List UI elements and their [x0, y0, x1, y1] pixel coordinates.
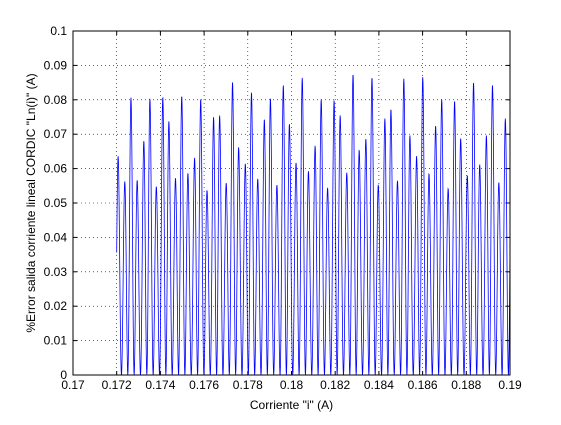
x-tick-label: 0.172	[102, 378, 132, 392]
x-tick-label: 0.174	[145, 378, 175, 392]
x-tick-label: 0.17	[61, 378, 85, 392]
error-series-line	[116, 74, 511, 377]
y-tick-label: 0.07	[44, 127, 68, 141]
plot-frame	[72, 30, 511, 376]
y-axis-ticks: 0 0.01 0.02 0.03 0.04 0.05 0.06 0.07 0.08 0.09 0.1	[44, 24, 510, 382]
x-tick-label: 0.182	[320, 378, 350, 392]
y-tick-label: 0.01	[44, 334, 68, 348]
y-axis-label: %Error salida corriente lineal CORDIC "L…	[24, 73, 38, 332]
x-axis-ticks: 0.17 0.172 0.174 0.176 0.178 0.18 0.182 0.184 0.…	[61, 31, 522, 392]
y-tick-label: 0.02	[44, 299, 68, 313]
y-tick-label: 0.1	[50, 24, 67, 38]
x-tick-label: 0.176	[189, 378, 219, 392]
y-tick-label: 0.04	[44, 230, 68, 244]
x-tick-label: 0.186	[408, 378, 438, 392]
y-tick-label: 0.09	[44, 58, 68, 72]
x-tick-label: 0.178	[233, 378, 263, 392]
y-tick-label: 0.06	[44, 162, 68, 176]
y-tick-label: 0.05	[44, 196, 68, 210]
x-axis-label: Corriente "i" (A)	[250, 398, 333, 412]
y-tick-label: 0	[60, 368, 67, 382]
x-tick-label: 0.188	[451, 378, 481, 392]
x-tick-label: 0.19	[498, 378, 522, 392]
x-tick-label: 0.184	[364, 378, 394, 392]
y-tick-label: 0.08	[44, 93, 68, 107]
y-tick-label: 0.03	[44, 265, 68, 279]
x-tick-label: 0.18	[280, 378, 304, 392]
